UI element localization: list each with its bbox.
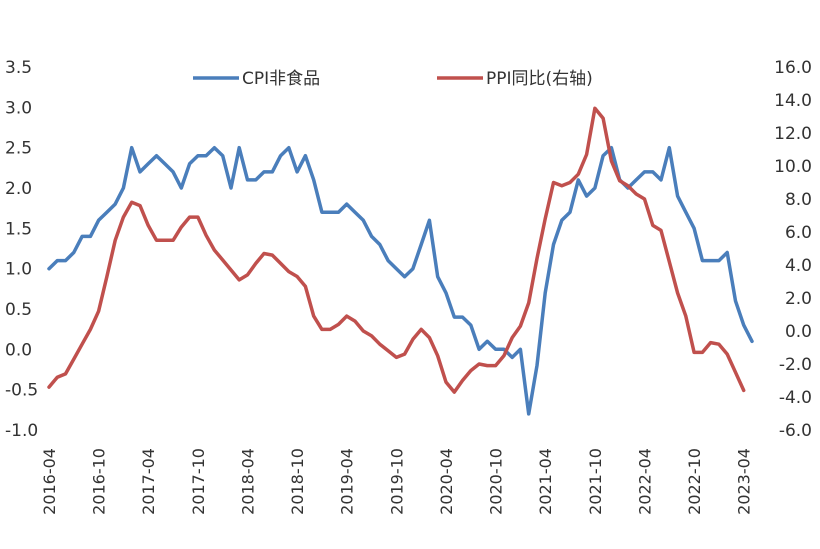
x-tick-label: 2021-10 (586, 448, 605, 515)
x-tick-label: 2016-04 (40, 448, 59, 515)
legend: CPI非食品 PPI同比(右轴) (193, 69, 593, 89)
right-tick-label: 12.0 (774, 124, 812, 144)
left-tick-label: -0.5 (5, 381, 38, 401)
right-tick-label: 4.0 (785, 256, 812, 276)
x-tick-label: 2022-04 (635, 448, 654, 515)
left-tick-label: 1.0 (5, 260, 32, 280)
x-tick-label: 2022-10 (685, 448, 704, 515)
right-tick-label: 14.0 (774, 91, 812, 111)
left-tick-label: 3.5 (5, 58, 32, 78)
right-tick-label: 6.0 (785, 223, 812, 243)
x-tick-label: 2018-10 (288, 448, 307, 515)
left-tick-label: 2.0 (5, 179, 32, 199)
x-tick-label: 2019-10 (387, 448, 406, 515)
x-tick-label: 2017-04 (139, 448, 158, 515)
x-tick-label: 2021-04 (536, 448, 555, 515)
right-tick-label: -2.0 (779, 355, 812, 375)
left-axis-ticks: 3.5 3.0 2.5 2.0 1.5 1.0 0.5 0.0 -0.5 -1.0 (5, 58, 38, 441)
series-line-ppi-yoy (47, 106, 746, 394)
right-tick-label: -6.0 (779, 421, 812, 441)
legend-label-cpi: CPI非食品 (242, 69, 320, 89)
x-tick-label: 2016-10 (90, 448, 109, 515)
legend-label-ppi: PPI同比(右轴) (486, 69, 593, 89)
x-tick-label: 2020-04 (437, 448, 456, 515)
x-tick-label: 2017-10 (189, 448, 208, 515)
x-axis-ticks: 2016-04 2016-10 2017-04 2017-10 2018-04 2018-… (40, 448, 754, 515)
right-tick-label: 8.0 (785, 190, 812, 210)
x-tick-label: 2019-04 (338, 448, 357, 515)
right-tick-label: -4.0 (779, 388, 812, 408)
right-tick-label: 2.0 (785, 289, 812, 309)
left-tick-label: 1.5 (5, 219, 32, 239)
left-tick-label: 3.0 (5, 98, 32, 118)
left-tick-label: 0.0 (5, 340, 32, 360)
x-tick-label: 2018-04 (238, 448, 257, 515)
right-tick-label: 0.0 (785, 322, 812, 342)
right-tick-label: 16.0 (774, 58, 812, 78)
series-lines (47, 106, 754, 416)
right-axis-ticks: 16.0 14.0 12.0 10.0 8.0 6.0 4.0 2.0 0.0 -2.0 -4.0 -… (774, 58, 812, 441)
right-tick-label: 10.0 (774, 157, 812, 177)
left-tick-label: 0.5 (5, 300, 32, 320)
left-tick-label: -1.0 (5, 421, 38, 441)
x-tick-label: 2020-10 (487, 448, 506, 515)
left-tick-label: 2.5 (5, 139, 32, 159)
x-tick-label: 2023-04 (735, 448, 754, 515)
series-line-cpi-non-food (47, 145, 754, 416)
